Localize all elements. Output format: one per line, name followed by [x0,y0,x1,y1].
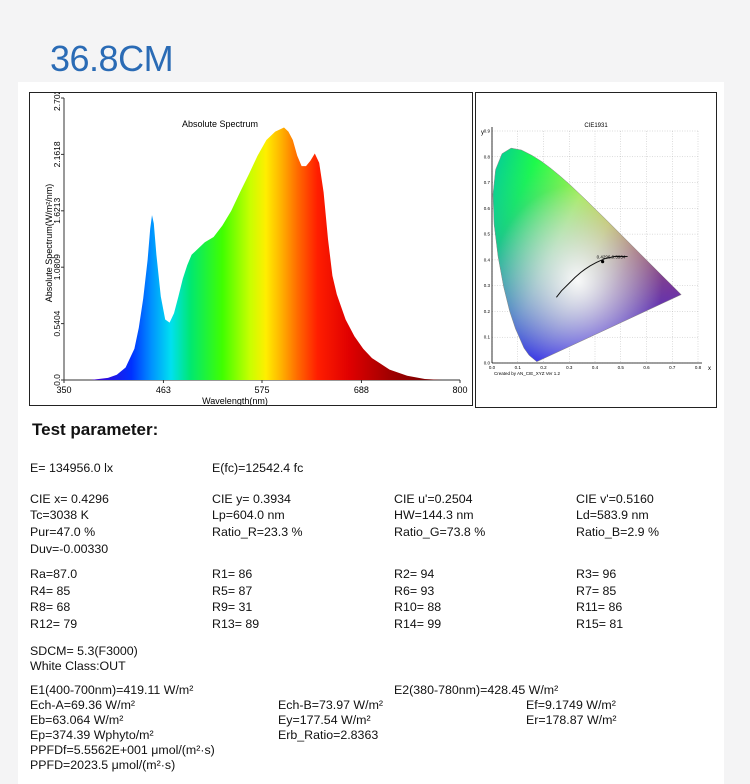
cie-y-tick-label: 0.5 [484,232,491,237]
e1-value: E1(400-700nm)=419.11 W/m² [30,683,194,697]
spectrum-chart: 350 463 575 688 800 0.0 0.5404 1.0809 1.6213 2.1… [44,85,468,406]
cie-y-tick-label: 0.1 [484,335,491,340]
r7-value: R7= 85 [576,584,617,598]
r10-value: R10= 88 [394,600,442,614]
ey-value: Ey=177.54 W/m² [278,713,371,727]
spectrum-x-tick-label: 688 [354,385,369,395]
cie-x-value: CIE x= 0.4296 [30,492,109,506]
r11-value: R11= 86 [576,600,623,614]
cie-u-value: CIE u'=0.2504 [394,492,473,506]
r3-value: R3= 96 [576,567,617,581]
r15-value: R15= 81 [576,617,624,631]
ratio-green: Ratio_G=73.8 % [394,525,486,539]
ppfd-value: PPFD=2023.5 μmol/(m²·s) [30,758,176,772]
er-value: Er=178.87 W/m² [526,713,617,727]
page-title: 36.8CM [50,38,174,79]
r8-value: R8= 68 [30,600,71,614]
erb-ratio-value: Erb_Ratio=2.8363 [278,728,379,742]
half-width: HW=144.3 nm [394,508,474,522]
ra-value: Ra=87.0 [30,567,78,581]
r9-value: R9= 31 [212,600,253,614]
cie-gamut-outline [492,147,682,362]
cie-y-tick-label: 0.0 [484,361,491,366]
spectrum-x-tick-label: 575 [254,385,269,395]
spectrum-x-tick-label: 350 [56,385,71,395]
spectrum-area [90,127,443,380]
r14-value: R14= 99 [394,617,442,631]
chromaticity-point [601,259,605,264]
illuminance-fc: E(fc)=12542.4 fc [212,461,304,475]
cie-x-tick-label: 0.0 [489,365,496,370]
ppfdf-value: PPFDf=5.5562E+001 μmol/(m²·s) [30,743,215,757]
r12-value: R12= 79 [30,617,78,631]
cie-x-tick-label: 0.6 [643,365,650,370]
spectrum-chart-panel: 350 463 575 688 800 0.0 0.5404 1.0809 1.6213 2.1… [29,85,473,406]
e2-value: E2(380-780nm)=428.45 W/m² [394,683,559,697]
cie-chart: 0.4296,0.3934 0.0 0.1 0.2 0.3 0.4 0.5 0.6 0.7 0.… [481,123,711,376]
cie-x-tick-label: 0.5 [618,365,625,370]
cie-credit: Created by AN_CIE_XYZ Ver 1.2 [494,371,561,376]
r1-value: R1= 86 [212,567,253,581]
cie-x-tick-label: 0.3 [566,365,573,370]
cie-y-tick-label: 0.8 [484,154,491,159]
ratio-red: Ratio_R=23.3 % [212,525,303,539]
r13-value: R13= 89 [212,617,260,631]
spectrum-y-tick-label: 1.6213 [52,198,62,224]
duv: Duv=-0.00330 [30,542,109,556]
r4-value: R4= 85 [30,584,71,598]
cie-y-axis-label: y [481,130,484,136]
cie-y-tick-label: 0.3 [484,283,491,288]
chromaticity-point-label: 0.4296,0.3934 [597,255,626,260]
cie-x-tick-label: 0.2 [540,365,547,370]
cie-chart-title: CIE1931 [584,123,608,129]
spectrum-x-axis-label: Wavelength(nm) [202,396,268,405]
cie-x-tick-label: 0.8 [695,365,702,370]
cie-v-value: CIE v'=0.5160 [576,492,654,506]
spectrum-y-tick-label: 2.1618 [52,141,62,167]
sdcm-value: SDCM= 5.3(F3000) [30,644,138,658]
ech-b-value: Ech-B=73.97 W/m² [278,698,384,712]
r5-value: R5= 87 [212,584,253,598]
spectrum-y-axis-label: Absolute Spectrum(W/m²/nm) [44,184,54,303]
spectrum-y-tick-label: 0.0 [52,374,62,386]
spectrum-x-tick-label: 800 [452,385,467,395]
illuminance-lx: E= 134956.0 lx [30,461,114,475]
eb-value: Eb=63.064 W/m² [30,713,124,727]
cie-y-value: CIE y= 0.3934 [212,492,291,506]
cie-x-tick-label: 0.7 [669,365,676,370]
white-class: White Class:OUT [30,659,126,673]
ep-value: Ep=374.39 Wphyto/m² [30,728,154,742]
ech-a-value: Ech-A=69.36 W/m² [30,698,136,712]
cie-y-tick-label: 0.7 [484,180,491,185]
purity: Pur=47.0 % [30,525,96,539]
color-temperature: Tc=3038 K [30,508,89,522]
ratio-blue: Ratio_B=2.9 % [576,525,660,539]
dominant-wavelength: Ld=583.9 nm [576,508,649,522]
planckian-locus [556,255,628,298]
spectrum-x-tick-label: 463 [156,385,171,395]
test-parameter-heading: Test parameter: [32,420,159,439]
spectrum-chart-title: Absolute Spectrum [182,119,258,129]
spectrum-y-tick-label: 2.7022 [52,93,62,111]
cie-x-tick-label: 0.4 [592,365,599,370]
r6-value: R6= 93 [394,584,435,598]
cie-x-axis-label: x [708,366,711,372]
cie-y-tick-label: 0.6 [484,206,491,211]
ef-value: Ef=9.1749 W/m² [526,698,616,712]
cie-y-tick-label: 0.9 [484,129,491,134]
cie-y-tick-label: 0.2 [484,309,491,314]
peak-wavelength: Lp=604.0 nm [212,508,285,522]
cie-chart-panel: 0.4296,0.3934 0.0 0.1 0.2 0.3 0.4 0.5 0.6 0.7 0.… [475,92,717,408]
spectrum-y-tick-label: 0.5404 [52,310,62,336]
cie-y-tick-label: 0.4 [484,257,491,262]
spectrum-y-tick-label: 1.0809 [52,254,62,280]
r2-value: R2= 94 [394,567,435,581]
cie-x-tick-label: 0.1 [515,365,522,370]
